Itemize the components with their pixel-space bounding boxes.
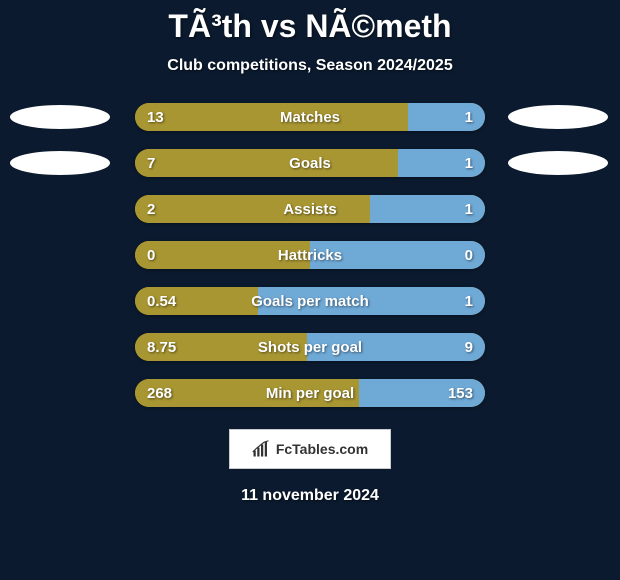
stat-row: 8.75 Shots per goal 9 (0, 333, 620, 361)
stat-label: Min per goal (266, 385, 354, 402)
value-right: 1 (465, 293, 473, 310)
value-left: 268 (147, 385, 172, 402)
date-text: 11 november 2024 (241, 487, 379, 505)
stat-bar: 0 Hattricks 0 (135, 241, 485, 269)
stat-row: 2 Assists 1 (0, 195, 620, 223)
stat-row: 7 Goals 1 (0, 149, 620, 177)
value-left: 0 (147, 247, 155, 264)
avatar-right (508, 151, 608, 175)
value-right: 1 (465, 201, 473, 218)
avatar-left (10, 151, 110, 175)
stat-label: Shots per goal (258, 339, 362, 356)
stat-bar: 0.54 Goals per match 1 (135, 287, 485, 315)
value-left: 7 (147, 155, 155, 172)
stat-bar: 7 Goals 1 (135, 149, 485, 177)
stat-label: Matches (280, 109, 340, 126)
chart-icon (252, 440, 270, 458)
page-title: TÃ³th vs NÃ©meth (168, 8, 451, 45)
bar-right-fill (408, 103, 485, 131)
value-left: 0.54 (147, 293, 176, 310)
subtitle: Club competitions, Season 2024/2025 (167, 57, 452, 75)
stat-row: 0 Hattricks 0 (0, 241, 620, 269)
value-right: 153 (448, 385, 473, 402)
avatar-right (508, 105, 608, 129)
logo-box[interactable]: FcTables.com (229, 429, 391, 469)
stats-container: 13 Matches 1 7 Goals 1 2 Assists 1 0 Hattricks 0 0.5… (0, 103, 620, 407)
stat-row: 13 Matches 1 (0, 103, 620, 131)
value-left: 13 (147, 109, 164, 126)
stat-row: 0.54 Goals per match 1 (0, 287, 620, 315)
value-left: 2 (147, 201, 155, 218)
stat-bar: 268 Min per goal 153 (135, 379, 485, 407)
value-right: 9 (465, 339, 473, 356)
stat-bar: 13 Matches 1 (135, 103, 485, 131)
stat-label: Goals per match (251, 293, 369, 310)
avatar-left (10, 105, 110, 129)
stat-row: 268 Min per goal 153 (0, 379, 620, 407)
stat-label: Assists (283, 201, 336, 218)
stat-bar: 8.75 Shots per goal 9 (135, 333, 485, 361)
logo-text: FcTables.com (276, 441, 368, 457)
bar-left-fill (135, 149, 398, 177)
value-right: 1 (465, 155, 473, 172)
stat-label: Goals (289, 155, 331, 172)
value-right: 0 (465, 247, 473, 264)
value-right: 1 (465, 109, 473, 126)
bar-left-fill (135, 103, 408, 131)
stat-bar: 2 Assists 1 (135, 195, 485, 223)
stat-label: Hattricks (278, 247, 342, 264)
value-left: 8.75 (147, 339, 176, 356)
